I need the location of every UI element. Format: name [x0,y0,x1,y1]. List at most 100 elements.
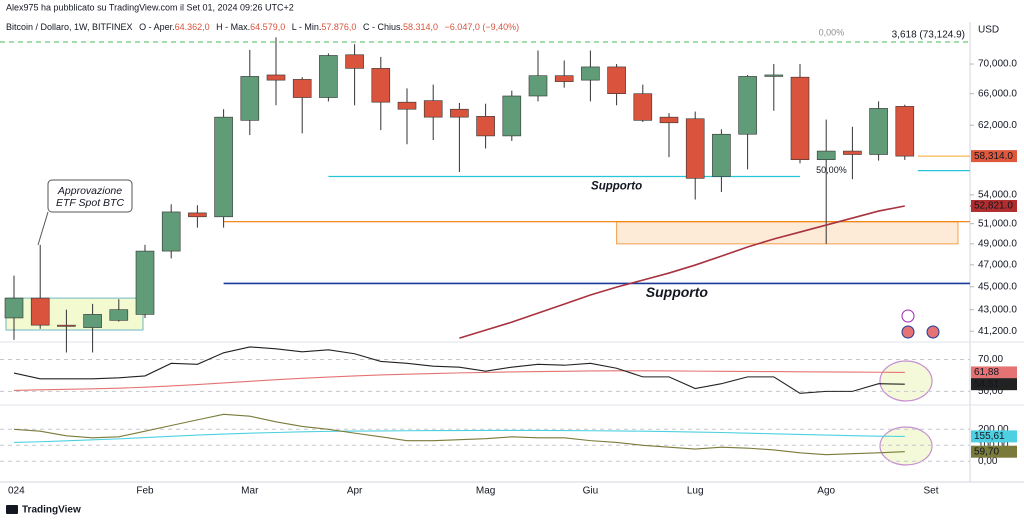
y-tick-label: 45,000.0 [978,281,1017,292]
x-tick-label: Ago [817,486,835,497]
level-label: Supporto [591,181,642,193]
price-tag-label: 58,314.0 [974,151,1013,162]
zone [616,221,959,245]
candle-body [397,101,417,110]
level-label: 3,618 (73,124.9) [892,30,965,41]
candle-body [214,116,233,218]
event-icon[interactable] [901,325,915,339]
candle-body [266,74,286,81]
y-tick-label: 41,200.0 [978,326,1017,337]
level-pct-label: 50,00% [816,165,847,175]
price-tag [971,445,1017,458]
candle-body [843,150,862,155]
y-tick-label: 62,000.0 [978,120,1017,131]
publisher: Alex975 ha pubblicato su TradingView.com… [6,2,294,12]
price-tag-label: 54,51 [974,379,999,390]
candle-body [4,297,24,319]
price-tag-label: 52,821.0 [974,201,1013,212]
price-tag [971,150,1017,163]
legend-line: Bitcoin / Dollaro, 1W, BITFINEX O - Aper… [6,22,519,32]
callout-box [47,179,133,213]
candle-body [109,309,129,321]
candle-body [30,297,50,326]
candle-body [659,116,679,124]
ohlc-val: 64.362,0 [175,22,210,32]
callout-pointer [37,211,49,246]
candle-body [450,108,469,118]
candle-body [161,211,181,252]
candle-body [790,76,810,161]
indicator-line [13,370,905,391]
candle-body [371,68,391,103]
callout-text: Approvazione [57,185,122,197]
y-tick-label: 66,000.0 [978,88,1017,99]
candle-body [581,66,600,81]
candle-body [738,76,757,135]
candle-body [292,79,312,98]
price-tag [971,378,1017,391]
candle-body [528,75,548,97]
y-tick-label: 54,000.0 [978,189,1017,200]
moving-average [459,205,905,339]
candle-body [895,106,915,157]
x-tick-label: Lug [687,486,704,497]
y-tick-label: 100,00 [978,440,1009,451]
x-tick-label: 024 [8,486,25,497]
x-tick-label: Feb [136,486,154,497]
change: −6.047,0 (−9,40%) [445,22,520,32]
y-tick-label: 70,000.0 [978,59,1017,70]
candle-body [57,324,76,327]
y-tick-label: 43,000.0 [978,304,1017,315]
candle-body [502,95,522,137]
y-tick-label: 70,00 [978,354,1003,365]
candle-body [685,118,705,179]
logo-text: TradingView [22,505,81,516]
y-tick-label: 0,00 [978,456,998,467]
indicator-line [13,429,905,443]
indicator-line [13,346,905,394]
highlight [879,360,933,402]
price-tag-label: 155,61 [974,431,1005,442]
candle-body [83,314,102,328]
ohlc-val: 58.314,0 [403,22,438,32]
candle-body [476,116,495,137]
x-tick-label: Set [923,486,938,497]
candle-body [816,150,836,161]
candle-body [345,54,364,69]
candle-body [188,212,207,218]
x-tick-label: Mag [476,486,495,497]
y-tick-label: 50,00 [978,386,1003,397]
price-tag [971,430,1017,443]
candle-body [319,55,338,98]
candle-body [135,250,155,315]
price-tag-label: 59,70 [974,446,999,457]
logo-icon [6,505,18,514]
event-icon[interactable] [901,309,915,323]
y-tick-label: 200,00 [978,424,1009,435]
x-tick-label: Mar [241,486,259,497]
candle-body [633,93,653,121]
callout-text: ETF Spot BTC [56,197,124,209]
x-tick-label: Giu [583,486,599,497]
candle-body [712,133,731,177]
currency: USD [978,25,999,36]
candle-body [240,76,260,121]
price-tag [971,366,1017,379]
y-tick-label: 47,000.0 [978,259,1017,270]
level-label: Supporto [646,284,709,300]
y-tick-label: 51,000.0 [978,218,1017,229]
highlight [879,426,933,466]
price-tag-label: 61,88 [974,367,999,378]
x-tick-label: Apr [347,486,363,497]
ohlc-key: C - Chius. [363,22,403,32]
indicator-line [13,413,905,456]
symbol: Bitcoin / Dollaro, 1W, BITFINEX [6,22,133,32]
event-icon[interactable] [926,325,940,339]
ohlc-key: L - Min. [292,22,322,32]
candle-body [607,66,626,95]
logo: TradingView [6,505,81,516]
ohlc-key: O - Aper. [139,22,175,32]
